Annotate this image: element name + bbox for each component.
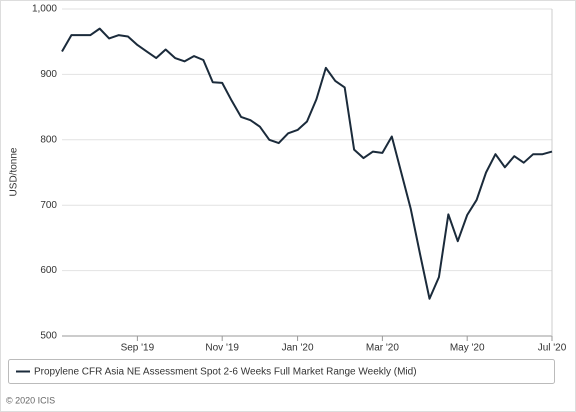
y-tick-label: 900 xyxy=(40,69,57,80)
y-axis-label: USD/tonne xyxy=(9,147,20,196)
x-tick-label: Jul '20 xyxy=(538,343,567,354)
x-tick-label: Nov '19 xyxy=(205,343,239,354)
y-tick-label: 600 xyxy=(40,265,57,276)
x-tick-label: Sep '19 xyxy=(121,343,155,354)
y-tick-label: 500 xyxy=(40,331,57,342)
legend-label: Propylene CFR Asia NE Assessment Spot 2-… xyxy=(34,367,417,378)
x-tick-label: Jan '20 xyxy=(282,343,314,354)
source-note: © 2020 ICIS xyxy=(6,395,55,405)
x-tick-label: May '20 xyxy=(450,343,485,354)
series-line xyxy=(61,27,553,300)
y-tick-label: 700 xyxy=(40,200,57,211)
y-tick-label: 1,000 xyxy=(32,4,57,15)
legend-box xyxy=(8,359,555,384)
y-tick-label: 800 xyxy=(40,134,57,145)
x-tick-label: Mar '20 xyxy=(366,343,399,354)
